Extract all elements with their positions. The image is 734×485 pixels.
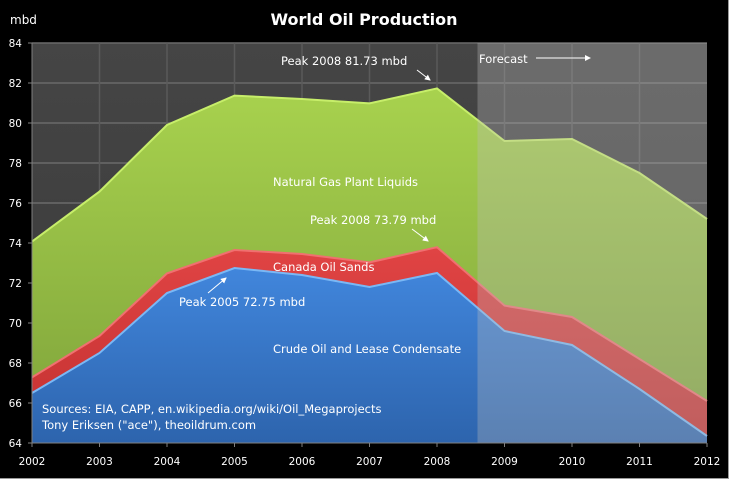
forecast-overlay	[477, 43, 707, 443]
y-tick-label-82: 82	[9, 78, 22, 90]
chart-title: World Oil Production	[270, 10, 457, 29]
x-tick-label-2004: 2004	[154, 456, 181, 468]
series-label-ngl: Natural Gas Plant Liquids	[273, 175, 418, 189]
x-tick-label-2011: 2011	[626, 456, 653, 468]
stacked-areas	[31, 87, 708, 444]
area-natural-gas-plant-liquids-edge	[31, 87, 708, 243]
area-canada-oil-sands-edge	[31, 246, 708, 402]
series-label-crude: Crude Oil and Lease Condensate	[273, 342, 461, 356]
y-tick-label-64: 64	[9, 438, 23, 450]
x-tick-label-2008: 2008	[424, 456, 451, 468]
y-tick-label-68: 68	[9, 358, 22, 370]
annotation-forecast: Forecast	[479, 52, 528, 66]
arrow-peak-2005-crude	[207, 277, 227, 294]
sources-line-2: Tony Eriksen ("ace"), theoildrum.com	[41, 418, 256, 432]
x-tick-label-2003: 2003	[86, 456, 113, 468]
y-tick-label-78: 78	[9, 158, 22, 170]
x-tick-label-2007: 2007	[356, 456, 383, 468]
x-tick-label-2002: 2002	[19, 456, 46, 468]
x-tick-labels: 2002 2003 2004 2005 2006 2007 2008 2009 2010 2011…	[19, 456, 721, 468]
x-tick-label-2006: 2006	[289, 456, 316, 468]
x-tick-label-2009: 2009	[491, 456, 518, 468]
sources-line-1: Sources: EIA, CAPP, en.wikipedia.org/wik…	[42, 402, 382, 416]
x-tick-label-2005: 2005	[221, 456, 248, 468]
series-label-sands: Canada Oil Sands	[273, 260, 374, 274]
area-crude-oil-edge	[31, 266, 708, 437]
y-tick-label-70: 70	[9, 318, 22, 330]
y-tick-label-76: 76	[9, 198, 23, 210]
annotation-peak-2008-sands: Peak 2008 73.79 mbd	[310, 213, 436, 227]
area-crude-oil	[32, 268, 707, 443]
arrow-peak-2008-total	[416, 69, 431, 81]
arrow-peak-2008-sands	[411, 228, 429, 242]
y-tick-label-80: 80	[9, 118, 22, 130]
y-tick-labels: 64 66 68 70 72 74 76 78 80 82 84	[9, 38, 23, 450]
y-tick-label-74: 74	[9, 238, 23, 250]
y-tick-label-72: 72	[9, 278, 22, 290]
y-tick-label-66: 66	[9, 398, 23, 410]
y-tick-label-84: 84	[9, 38, 23, 50]
annotation-peak-2005-crude: Peak 2005 72.75 mbd	[179, 295, 305, 309]
x-tick-label-2010: 2010	[559, 456, 586, 468]
annotation-peak-2008-total: Peak 2008 81.73 mbd	[281, 54, 407, 68]
x-tick-label-2012: 2012	[694, 456, 721, 468]
axes	[28, 42, 708, 447]
y-axis-label: mbd	[10, 13, 37, 27]
